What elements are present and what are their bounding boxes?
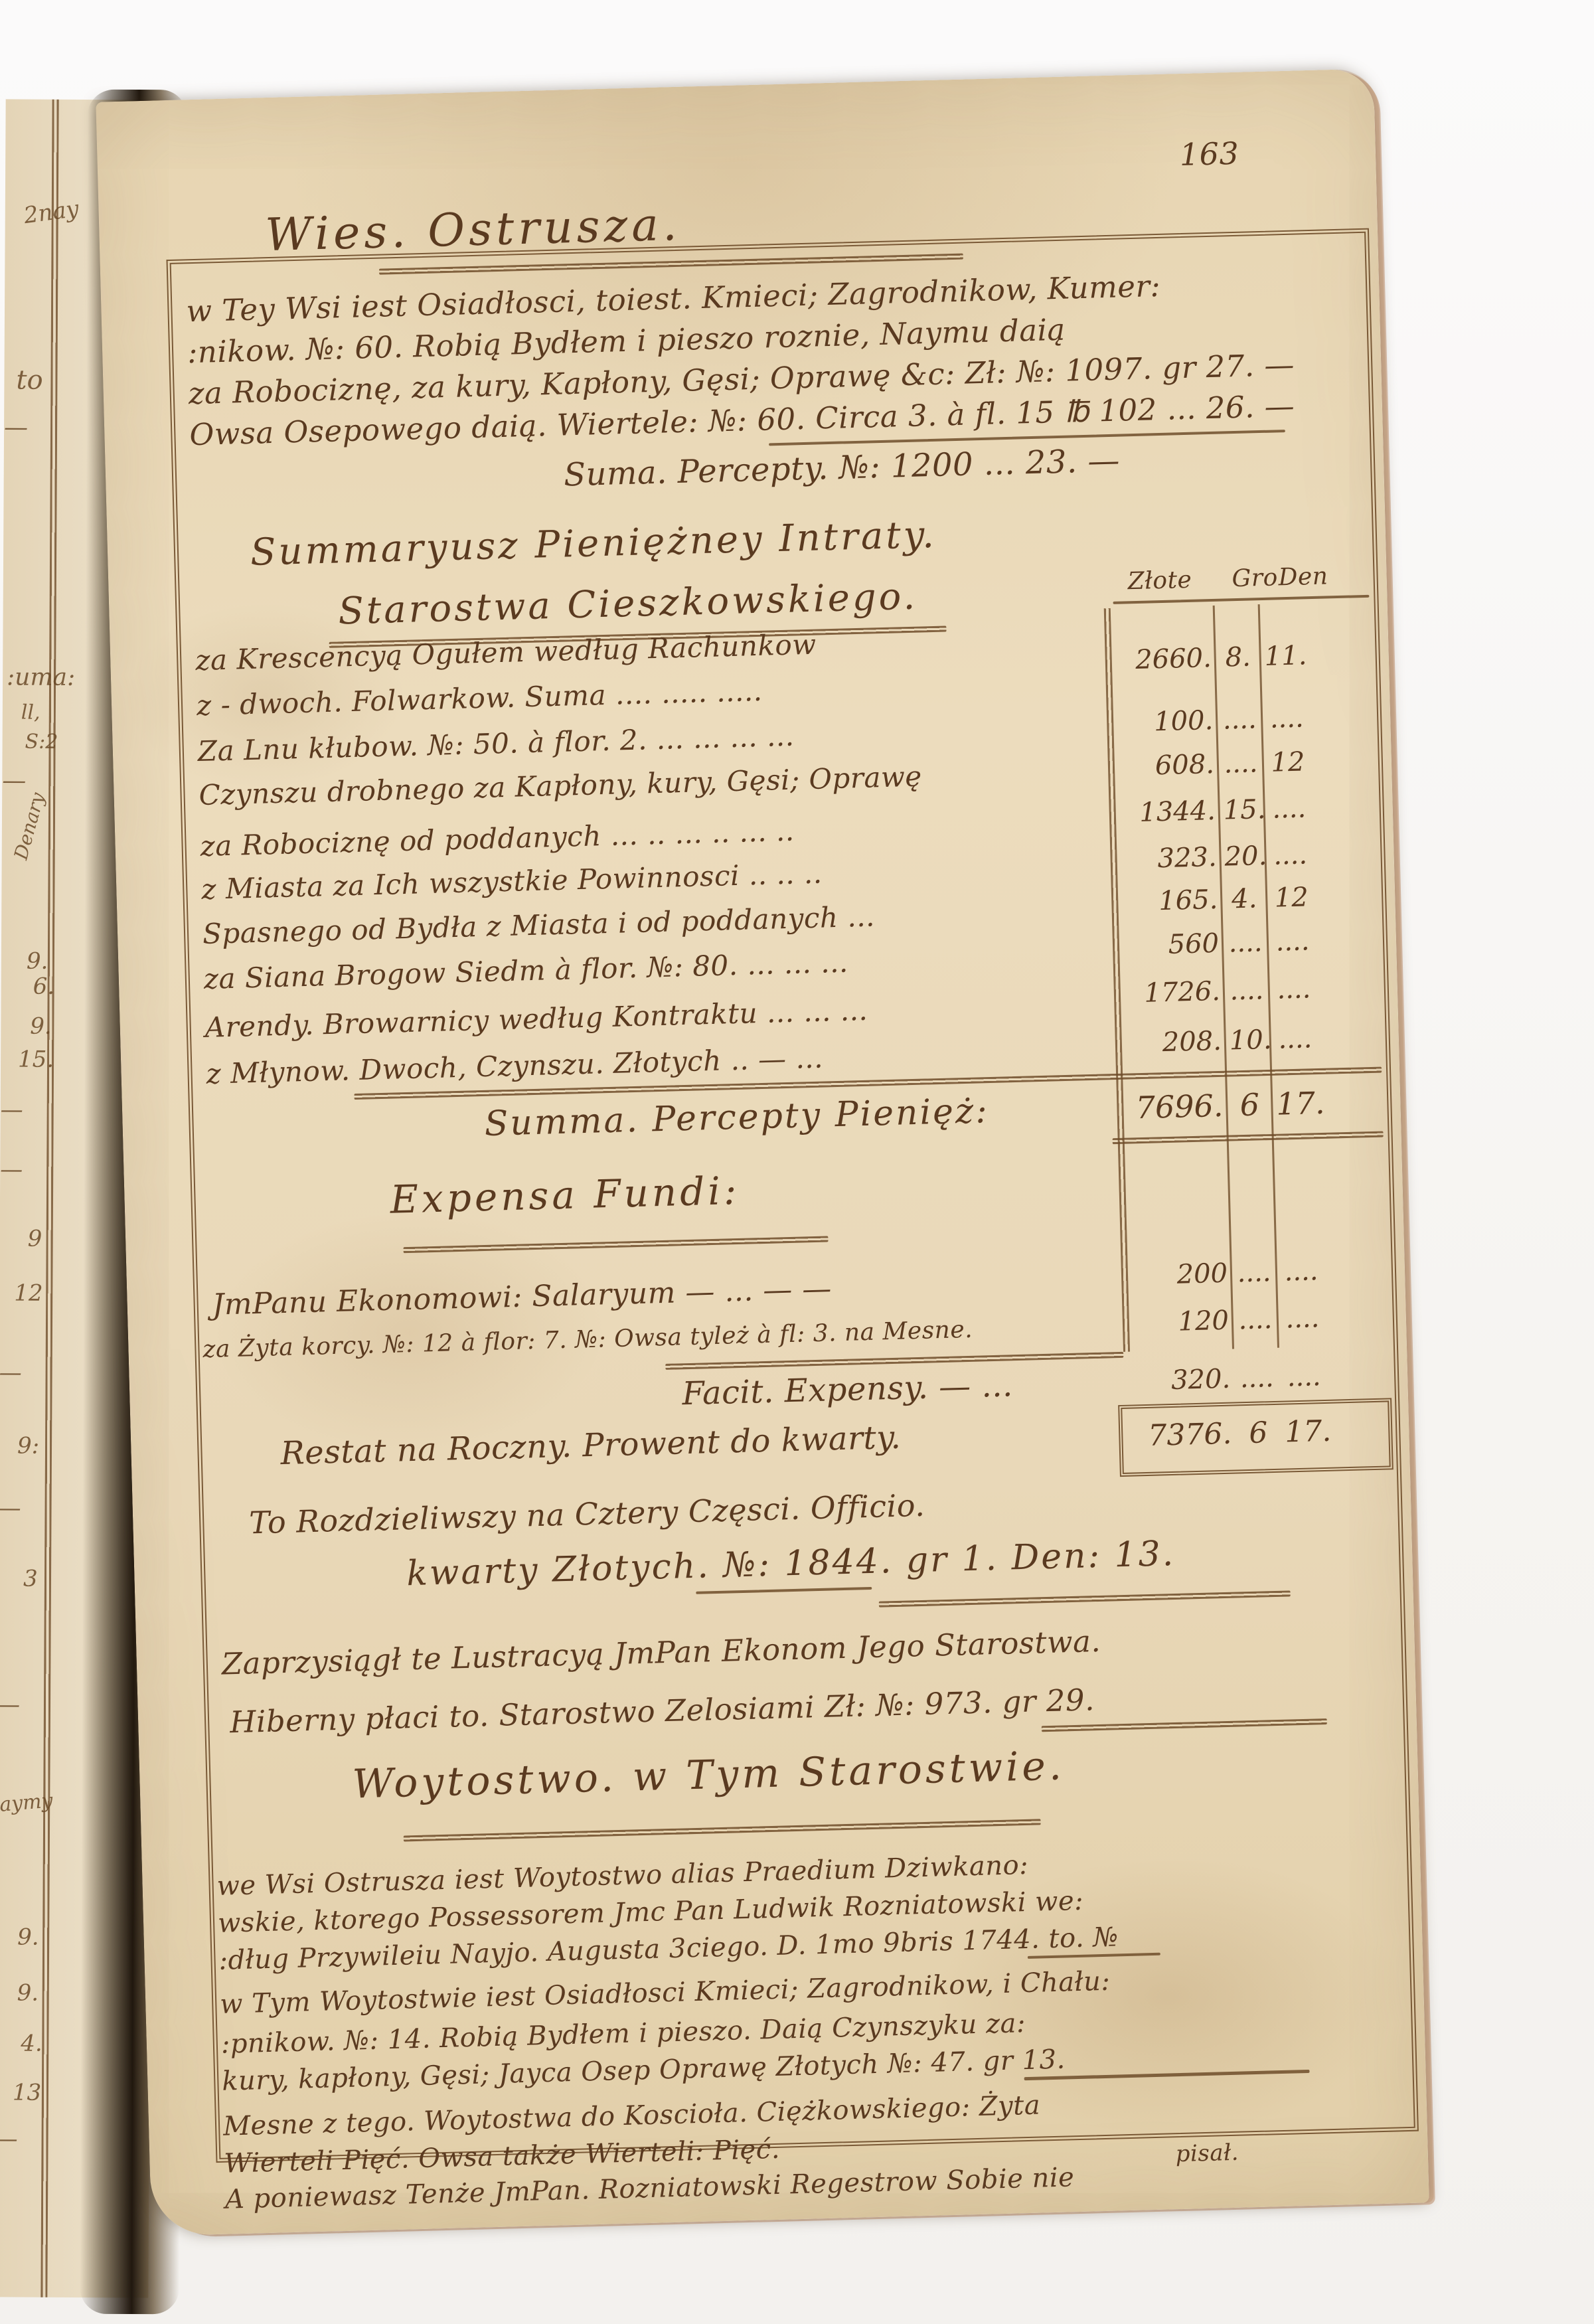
cell-gro: .... <box>1236 1257 1272 1289</box>
cell-zlote: 323. <box>1156 841 1218 874</box>
page-fragment: 9. <box>17 1924 39 1951</box>
cell-den: .... <box>1269 703 1305 734</box>
cell-gro: .... <box>1229 975 1264 1007</box>
page-fragment: — <box>0 1495 21 1522</box>
page-fragment: 3 <box>23 1565 38 1592</box>
column-header-zlote: Złote <box>1127 566 1192 596</box>
cell-gro: .... <box>1223 748 1258 780</box>
cell-den: .... <box>1285 1303 1320 1335</box>
cell-zlote: 200 <box>1176 1258 1228 1290</box>
page-fragment: 4. <box>21 2030 42 2057</box>
page-fragment: 15. <box>17 1046 54 1073</box>
cell-den: .... <box>1283 1256 1318 1287</box>
restat-zlote: 7376. <box>1147 1416 1232 1453</box>
summa-gro: 6 <box>1239 1086 1260 1123</box>
restat-gro: 6 <box>1248 1416 1268 1450</box>
cell-zlote: 120 <box>1177 1305 1230 1337</box>
page-fragment: — <box>3 414 29 442</box>
cell-zlote: 100. <box>1153 705 1214 738</box>
manuscript-page: 163 Wies. Ostrusza. w Tey Wsi iest Osiad… <box>96 68 1429 2236</box>
cell-zlote: 1344. <box>1139 795 1216 828</box>
page-fragment: — <box>0 1156 23 1183</box>
page-fragment: — <box>0 1096 23 1123</box>
cell-gro: .... <box>1222 704 1257 736</box>
page-fragment: :uma: <box>7 663 76 691</box>
folio-number: 163 <box>1179 135 1239 173</box>
previous-page-ruled-line <box>40 99 59 2297</box>
facit-zlote: 320. <box>1170 1363 1231 1396</box>
cell-zlote: 1726. <box>1143 975 1221 1009</box>
cell-zlote: 608. <box>1155 748 1215 782</box>
page-fragment: to <box>16 365 43 396</box>
cell-gro: 8. <box>1225 641 1251 673</box>
page-fragment: Denary <box>9 790 49 863</box>
cell-zlote: 165. <box>1158 884 1218 917</box>
cell-gro: 10. <box>1229 1024 1273 1056</box>
page-title: Wies. Ostrusza. <box>264 198 682 262</box>
cell-den: .... <box>1271 793 1307 825</box>
cell-zlote: 560 <box>1168 928 1220 960</box>
page-fragment: S:2 <box>25 730 58 754</box>
page-fragment: 9 <box>27 1225 42 1252</box>
cell-den: 12 <box>1274 882 1309 914</box>
cell-den: .... <box>1273 839 1308 871</box>
page-fragment: 9. <box>17 1979 39 2007</box>
page-fragment: 6. <box>33 973 55 1000</box>
page-fragment: 9. <box>30 1013 52 1040</box>
cell-gro: 15. <box>1223 793 1266 826</box>
cell-den: 12 <box>1270 746 1305 778</box>
cell-zlote: 2660. <box>1135 643 1212 676</box>
catchword: pisał. <box>1175 2139 1239 2168</box>
page-fragment: ll, <box>21 701 40 724</box>
expensa-heading: Expensa Fundi: <box>389 1167 741 1222</box>
cell-zlote: 208. <box>1162 1025 1222 1058</box>
restat-den: 17. <box>1284 1414 1332 1450</box>
page-fragment: aymy <box>0 1789 54 1817</box>
page-fragment: 9. <box>26 948 48 975</box>
page-fragment: — <box>0 2125 18 2153</box>
column-header-den: Den <box>1278 562 1328 592</box>
cell-gro: .... <box>1228 927 1263 959</box>
cell-den: .... <box>1275 926 1310 957</box>
page-fragment: — <box>2 767 27 795</box>
column-header-gro: Gro <box>1232 564 1279 593</box>
facit-gro: .... <box>1239 1362 1275 1394</box>
page-fragment: 13 <box>12 2079 42 2106</box>
page-fragment: 9: <box>17 1432 40 1459</box>
facit-den: .... <box>1287 1361 1322 1393</box>
cell-gro: 4. <box>1231 883 1257 915</box>
summa-zlote: 7696. <box>1135 1087 1224 1126</box>
page-fragment: 2nay <box>22 195 81 230</box>
cell-den: .... <box>1276 973 1311 1005</box>
summa-den: 17. <box>1275 1084 1326 1122</box>
cell-gro: .... <box>1237 1303 1273 1336</box>
cell-den: 11. <box>1264 640 1307 672</box>
page-fragment: 12 <box>14 1280 43 1307</box>
cell-gro: 20. <box>1224 840 1267 872</box>
page-fragment: — <box>0 1691 21 1718</box>
page-fragment: — <box>0 1359 22 1386</box>
cell-den: .... <box>1277 1023 1313 1055</box>
